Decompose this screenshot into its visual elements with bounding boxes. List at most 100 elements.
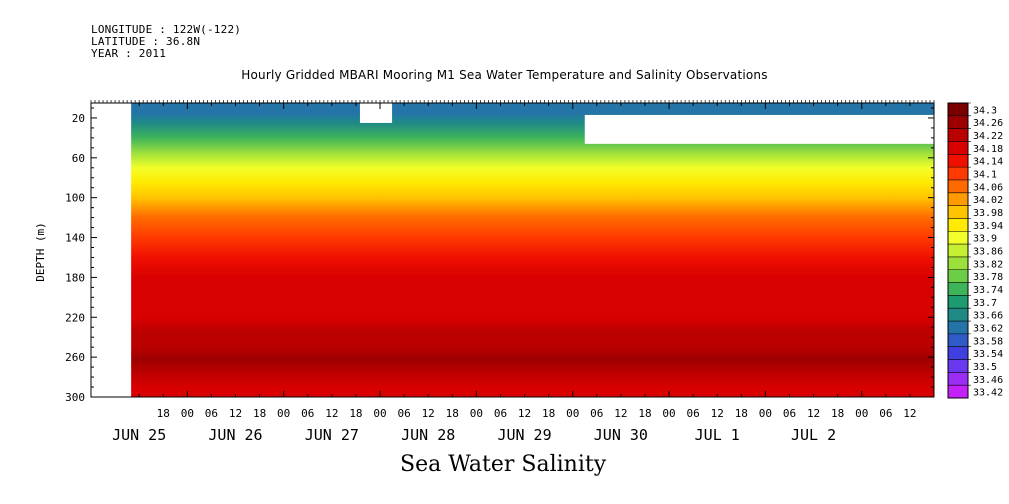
colorbar-swatch xyxy=(948,295,968,309)
y-axis-title: DEPTH (m) xyxy=(34,222,47,282)
x-hour-label: 18 xyxy=(253,407,266,420)
colorbar-label: 33.9 xyxy=(973,234,997,245)
missing-data-region xyxy=(91,103,132,397)
x-hour-label: 12 xyxy=(229,407,242,420)
x-hour-label: 00 xyxy=(759,407,772,420)
x-hour-label: 12 xyxy=(614,407,627,420)
colorbar-swatch xyxy=(948,372,968,386)
missing-data-region xyxy=(359,103,393,123)
colorbar-swatch xyxy=(948,282,968,296)
x-hour-label: 12 xyxy=(518,407,531,420)
colorbar-label: 34.22 xyxy=(973,131,1003,142)
y-tick-label: 140 xyxy=(65,232,85,245)
x-hour-label: 06 xyxy=(301,407,314,420)
x-day-label: JUN 25 xyxy=(112,426,166,444)
x-hour-label: 06 xyxy=(590,407,603,420)
colorbar-label: 33.98 xyxy=(973,208,1003,219)
colorbar-label: 33.74 xyxy=(973,285,1003,296)
y-tick-label: 20 xyxy=(72,112,85,125)
colorbar-swatch xyxy=(948,269,968,283)
x-hour-label: 00 xyxy=(277,407,290,420)
plot-area xyxy=(90,102,935,398)
colorbar-swatch xyxy=(948,205,968,219)
colorbar-label: 34.3 xyxy=(973,105,997,116)
colorbar-label: 33.66 xyxy=(973,311,1003,322)
salinity-field xyxy=(91,103,934,397)
colorbar-swatch xyxy=(948,346,968,360)
colorbar-swatch xyxy=(948,321,968,335)
y-tick-label: 60 xyxy=(72,152,85,165)
y-axis: 20 60 100 140 180 220 260 300 xyxy=(65,107,934,404)
colorbar-label: 34.18 xyxy=(973,144,1003,155)
x-hour-label: 18 xyxy=(638,407,651,420)
colorbar-label: 33.86 xyxy=(973,247,1003,258)
colorbar-label: 34.06 xyxy=(973,182,1003,193)
colorbar-swatch xyxy=(948,385,968,399)
colorbar-label: 33.7 xyxy=(973,298,997,309)
x-hour-label: 12 xyxy=(325,407,338,420)
x-hour-label: 00 xyxy=(373,407,386,420)
x-hour-label: 06 xyxy=(783,407,796,420)
x-hour-label: 00 xyxy=(662,407,675,420)
colorbar-swatch xyxy=(948,333,968,347)
colorbar-swatch xyxy=(948,179,968,194)
x-hour-label: 18 xyxy=(735,407,748,420)
chart-title: Hourly Gridded MBARI Mooring M1 Sea Wate… xyxy=(241,68,768,82)
colorbar-label: 33.54 xyxy=(973,349,1003,360)
colorbar-swatch xyxy=(948,256,968,271)
x-hour-label: 06 xyxy=(397,407,410,420)
x-hour-label: 00 xyxy=(566,407,579,420)
colorbar-swatch xyxy=(948,218,968,232)
colorbar-label: 34.26 xyxy=(973,118,1003,129)
x-hour-label: 00 xyxy=(181,407,194,420)
colorbar-frame xyxy=(947,102,969,399)
x-hour-label: 12 xyxy=(807,407,820,420)
x-hour-label: 12 xyxy=(903,407,916,420)
colorbar-swatch xyxy=(948,308,968,322)
x-axis: 18 00 06 12 18 00 06 12 18 00 06 12 18 00 06 12 18 00 06 12… xyxy=(90,100,935,444)
x-hour-label: 18 xyxy=(831,407,844,420)
y-tick-label: 180 xyxy=(65,271,85,284)
colorbar-swatch xyxy=(948,231,968,245)
colorbar-swatch xyxy=(948,244,968,258)
colorbar-swatch xyxy=(948,115,968,129)
colorbar-swatch xyxy=(948,154,968,168)
colorbar-label: 34.14 xyxy=(973,157,1003,168)
x-hour-label: 06 xyxy=(879,407,892,420)
y-tick-label: 220 xyxy=(65,311,85,324)
colorbar-label: 34.02 xyxy=(973,195,1003,206)
x-hour-label: 18 xyxy=(446,407,459,420)
longitude-label: LONGITUDE : 122W(-122) xyxy=(91,23,242,36)
colorbar-swatch xyxy=(948,167,968,181)
colorbar-label: 33.62 xyxy=(973,323,1003,334)
colorbar-label: 33.42 xyxy=(973,388,1003,399)
year-label: YEAR : 2011 xyxy=(91,47,167,60)
colorbar-swatch xyxy=(948,192,968,206)
latitude-label: LATITUDE : 36.8N xyxy=(91,35,201,48)
colorbar-label: 33.94 xyxy=(973,221,1003,232)
x-axis-title: Sea Water Salinity xyxy=(400,452,607,477)
x-day-label: JUN 30 xyxy=(594,426,648,444)
x-day-label: JUN 26 xyxy=(208,426,262,444)
x-day-label: JUL 1 xyxy=(695,426,740,444)
x-hour-label: 18 xyxy=(157,407,170,420)
colorbar: 34.3 34.26 34.22 34.18 34.14 34.134.06 34.02 33… xyxy=(947,102,1003,399)
x-hour-label: 12 xyxy=(711,407,724,420)
y-tick-label: 300 xyxy=(65,391,85,404)
colorbar-label: 34.1 xyxy=(973,170,997,181)
colorbar-swatch xyxy=(948,359,968,373)
x-hour-label: 00 xyxy=(470,407,483,420)
colorbar-label: 33.82 xyxy=(973,259,1003,270)
x-day-label: JUN 27 xyxy=(305,426,359,444)
x-day-label: JUN 29 xyxy=(497,426,551,444)
colorbar-label: 33.5 xyxy=(973,362,997,373)
x-hour-label: 18 xyxy=(349,407,362,420)
colorbar-swatch xyxy=(948,128,968,142)
colorbar-swatch xyxy=(948,103,968,117)
missing-data-region xyxy=(584,114,934,144)
x-hour-label: 18 xyxy=(542,407,555,420)
x-hour-label: 06 xyxy=(494,407,507,420)
x-day-label: JUN 28 xyxy=(401,426,455,444)
x-hour-label: 12 xyxy=(422,407,435,420)
